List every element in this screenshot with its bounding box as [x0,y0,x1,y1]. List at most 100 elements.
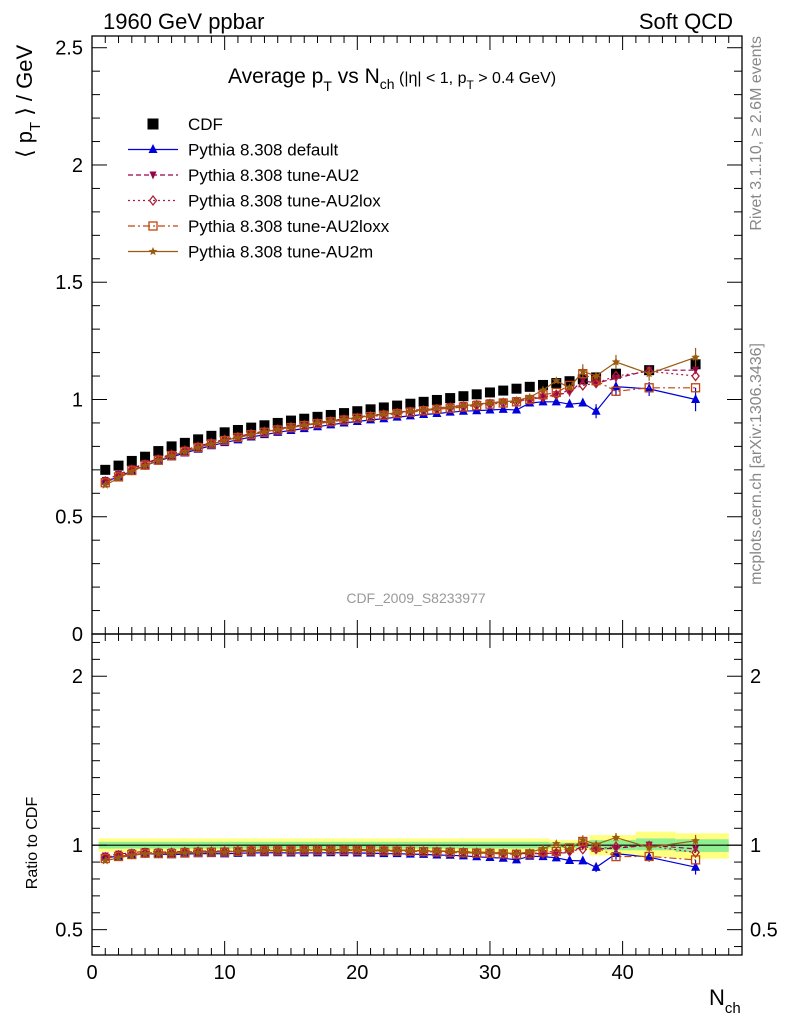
point-CDF [166,441,177,452]
point-CDF [378,402,389,413]
ratio-point-AU2m [353,845,362,854]
point-AU2m [445,402,455,411]
point-AU2m [154,456,163,465]
ratio-point-AU2m [512,848,521,858]
point-CDF [405,398,416,409]
ratio-y-tick-label-right: 2 [750,666,761,688]
header-energy: 1960 GeV ppbar [103,9,264,34]
title-mid: vs N [332,65,380,88]
title-main: Average p [228,65,323,88]
ratio-point-AU2loxx [690,855,701,865]
point-CDF [431,394,442,405]
point-AU2m [552,376,561,385]
ratio-point-AU2m [339,845,349,854]
legend-marker [148,194,158,207]
ratio-y-tick-label-right: 1 [750,835,761,857]
point-AU2m [472,399,481,409]
analysis-watermark: CDF_2009_S8233977 [346,590,486,606]
ratio-point-AU2lox [578,843,588,855]
point-AU2m [419,405,428,414]
ratio-point-default [591,861,601,871]
ratio-y-tick-label: 0.5 [55,920,83,942]
ratio-y-tick-label: 2 [72,666,83,688]
y-tick-label: 1 [72,389,83,411]
point-CDF [312,411,323,422]
ratio-point-AU2m [472,847,481,856]
legend-item-AU2m: Pythia 8.308 tune-AU2m [128,243,373,262]
point-AU2 [566,388,574,397]
point-CDF [551,378,562,389]
ratio-point-AU2m [233,846,243,855]
point-CDF [232,424,243,435]
ratio-point-AU2m [326,845,336,854]
legend-marker [148,144,158,153]
title-cut1: (|η| < 1, p [395,70,467,87]
point-CDF [524,381,535,392]
point-CDF [484,387,495,398]
point-AU2loxx [127,465,137,476]
point-CDF [140,451,151,462]
point-CDF [538,379,549,390]
ratio-point-AU2m [538,844,548,853]
point-AU2loxx [644,383,654,393]
point-AU2m [498,397,508,406]
point-AU2m [193,443,203,452]
point-CDF [352,406,363,417]
main-series-layer [100,347,701,489]
y-label-tail: ⟩ / GeV [12,45,37,122]
rivet-label: Rivet 3.1.10, ≥ 2.6M events [748,36,765,231]
ratio-point-AU2m [193,847,203,856]
series-line-AU2m [105,356,696,486]
point-AU2m [207,439,216,448]
point-CDF [511,383,522,394]
ratio-point-AU2m [591,839,601,848]
series-line-AU2loxx [105,372,696,484]
ratio-point-AU2m [300,845,309,854]
ratio-point-AU2m [392,845,402,854]
series-line-AU2lox [105,370,696,483]
point-AU2m [313,418,322,427]
ratio-point-AU2m [691,836,700,845]
series-default [100,377,701,486]
legend-item-AU2: Pythia 8.308 tune-AU2 [128,166,359,185]
ratio-y-axis-label: Ratio to CDF [24,797,41,890]
ratio-point-AU2m [180,848,190,857]
point-AU2m [591,371,601,380]
y-tick-label: 0.5 [55,507,83,529]
point-default [551,396,561,406]
header-category: Soft QCD [639,9,733,34]
ratio-point-AU2m [485,848,495,857]
ratio-point-default [691,861,701,871]
y-label-sub: T [27,122,44,131]
point-AU2loxx [140,460,150,470]
title-sub2: ch [380,76,395,92]
legend-label: CDF [188,115,223,134]
point-AU2lox [691,370,700,382]
ratio-point-AU2m [273,845,282,855]
ratio-point-AU2m [127,851,137,860]
point-CDF [126,455,137,466]
ratio-point-AU2m [432,846,442,855]
point-CDF [471,389,482,400]
ratio-point-AU2m [286,845,296,854]
point-CDF [259,420,270,431]
point-default [591,405,601,415]
y-tick-label: 0 [72,624,83,646]
series-AU2lox [100,365,700,488]
y-tick-label: 2.5 [55,38,83,60]
point-AU2m [127,467,137,476]
point-CDF [299,413,310,424]
point-AU2m [300,420,309,429]
point-AU2 [612,374,620,383]
legend-marker [147,118,159,130]
point-AU2m [578,366,588,375]
ratio-point-AU2loxx [644,851,654,862]
point-AU2m [459,401,468,410]
point-AU2loxx [551,387,561,398]
point-AU2m [339,414,349,423]
point-AU2m [167,451,176,460]
series-AU2 [101,366,700,485]
point-CDF [392,400,403,411]
ratio-point-AU2m [246,846,256,855]
ratio-point-AU2m [419,846,428,855]
